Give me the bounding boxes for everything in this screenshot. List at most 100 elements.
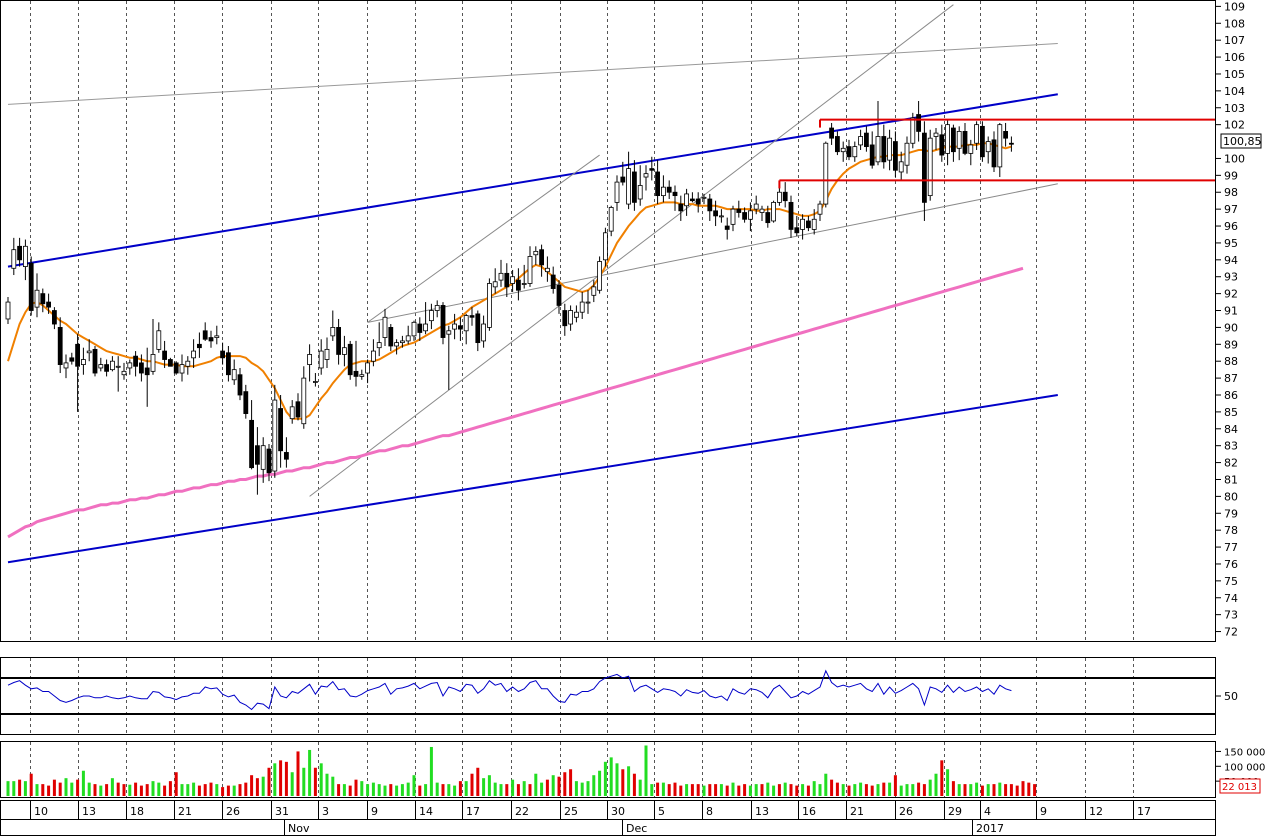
- trend-line: [7, 43, 1058, 105]
- price-tick-label: 97: [1224, 203, 1238, 216]
- candle-body: [748, 210, 753, 220]
- volume-bar: [122, 784, 126, 796]
- candle-body: [701, 196, 707, 199]
- volume-bar: [464, 781, 468, 796]
- volume-bar: [661, 782, 665, 796]
- candle-body: [533, 250, 539, 256]
- candle-body: [806, 220, 811, 229]
- vertical-gridlines: [30, 1, 1134, 797]
- volume-bar: [435, 782, 439, 796]
- volume-bar: [830, 779, 834, 796]
- volume-bar: [18, 779, 22, 796]
- volume-bar: [922, 784, 926, 796]
- candle-body: [341, 347, 347, 355]
- volume-bar: [905, 784, 909, 796]
- volume-bar: [29, 773, 33, 796]
- volume-bar: [632, 773, 636, 796]
- volume-bar: [893, 775, 897, 796]
- rsi-line: [7, 669, 1012, 711]
- candle-body: [893, 141, 898, 171]
- candle-body: [237, 374, 243, 396]
- volume-bar: [221, 787, 225, 796]
- price-tick-label: 80: [1224, 490, 1238, 503]
- candle-body: [225, 352, 231, 376]
- candle-body: [568, 310, 573, 325]
- candle-body: [771, 201, 776, 222]
- volume-bar: [64, 778, 68, 796]
- volume-bar: [418, 785, 422, 796]
- candle-body: [690, 198, 695, 202]
- candle-body: [695, 198, 701, 205]
- candle-body: [753, 203, 759, 210]
- candle-body: [191, 350, 197, 359]
- price-tick-label: 89: [1224, 338, 1238, 351]
- candle-body: [956, 131, 962, 149]
- candle-body: [614, 181, 620, 203]
- candle-body: [516, 279, 521, 291]
- candle-body: [133, 355, 139, 367]
- volume-bar: [76, 779, 80, 796]
- month-label-2017: 2017: [976, 822, 1004, 835]
- volume-bar: [574, 781, 578, 796]
- volume-bar: [621, 769, 625, 796]
- volume-bar: [354, 779, 358, 796]
- volume-bar: [563, 772, 567, 796]
- volume-bar: [209, 782, 213, 796]
- volume-bar: [441, 784, 445, 796]
- volume-bar: [52, 779, 56, 796]
- day-label: 8: [706, 805, 713, 818]
- volume-bar: [702, 785, 706, 796]
- candle-body: [411, 321, 417, 337]
- candle-body: [167, 359, 173, 367]
- candle-body: [632, 171, 637, 203]
- volume-bar: [383, 785, 387, 796]
- volume-bar: [337, 784, 341, 796]
- candle-body: [446, 330, 452, 335]
- candle-body: [475, 313, 481, 344]
- candle-body: [272, 399, 278, 472]
- candle-body: [278, 408, 284, 452]
- volume-bar: [598, 770, 602, 796]
- candle-body: [922, 132, 927, 203]
- candle-body: [486, 283, 492, 328]
- month-label-dec: Dec: [626, 822, 647, 835]
- candle-body: [254, 445, 260, 465]
- candle-body: [788, 201, 794, 230]
- volume-bar: [389, 784, 393, 796]
- volume-bar: [946, 769, 950, 796]
- volume-bar: [447, 784, 451, 796]
- candle-body: [417, 323, 423, 333]
- candle-body: [898, 161, 904, 173]
- volume-bar: [818, 784, 822, 796]
- day-label: 13: [755, 805, 769, 818]
- candle-body: [939, 134, 945, 156]
- candle-body: [405, 335, 411, 342]
- day-label: 26: [899, 805, 913, 818]
- price-tick-label: 75: [1224, 575, 1238, 588]
- candle-body: [864, 132, 869, 148]
- candle-body: [852, 146, 858, 158]
- candle-body: [75, 343, 80, 367]
- candle-body: [736, 208, 742, 213]
- volume-bar: [957, 784, 961, 796]
- price-tick-label: 87: [1224, 372, 1238, 385]
- volume-bar: [870, 785, 874, 796]
- trend-lines: [7, 4, 1058, 564]
- volume-bar: [325, 773, 329, 796]
- candle-body: [811, 218, 817, 230]
- price-tick-label: 99: [1224, 169, 1238, 182]
- volume-bar: [795, 785, 799, 796]
- candle-body: [428, 310, 434, 322]
- candle-body: [104, 364, 109, 372]
- candle-body: [556, 284, 562, 306]
- candle-body: [382, 316, 388, 338]
- volume-bar: [331, 776, 335, 796]
- volume-bar: [180, 784, 184, 796]
- candle-body: [289, 406, 295, 420]
- candle-body: [713, 210, 718, 217]
- volume-bar: [377, 784, 381, 796]
- volume-bar: [319, 763, 323, 796]
- volume-bar: [557, 776, 561, 796]
- volume-bar: [876, 784, 880, 796]
- volume-bar: [308, 749, 312, 796]
